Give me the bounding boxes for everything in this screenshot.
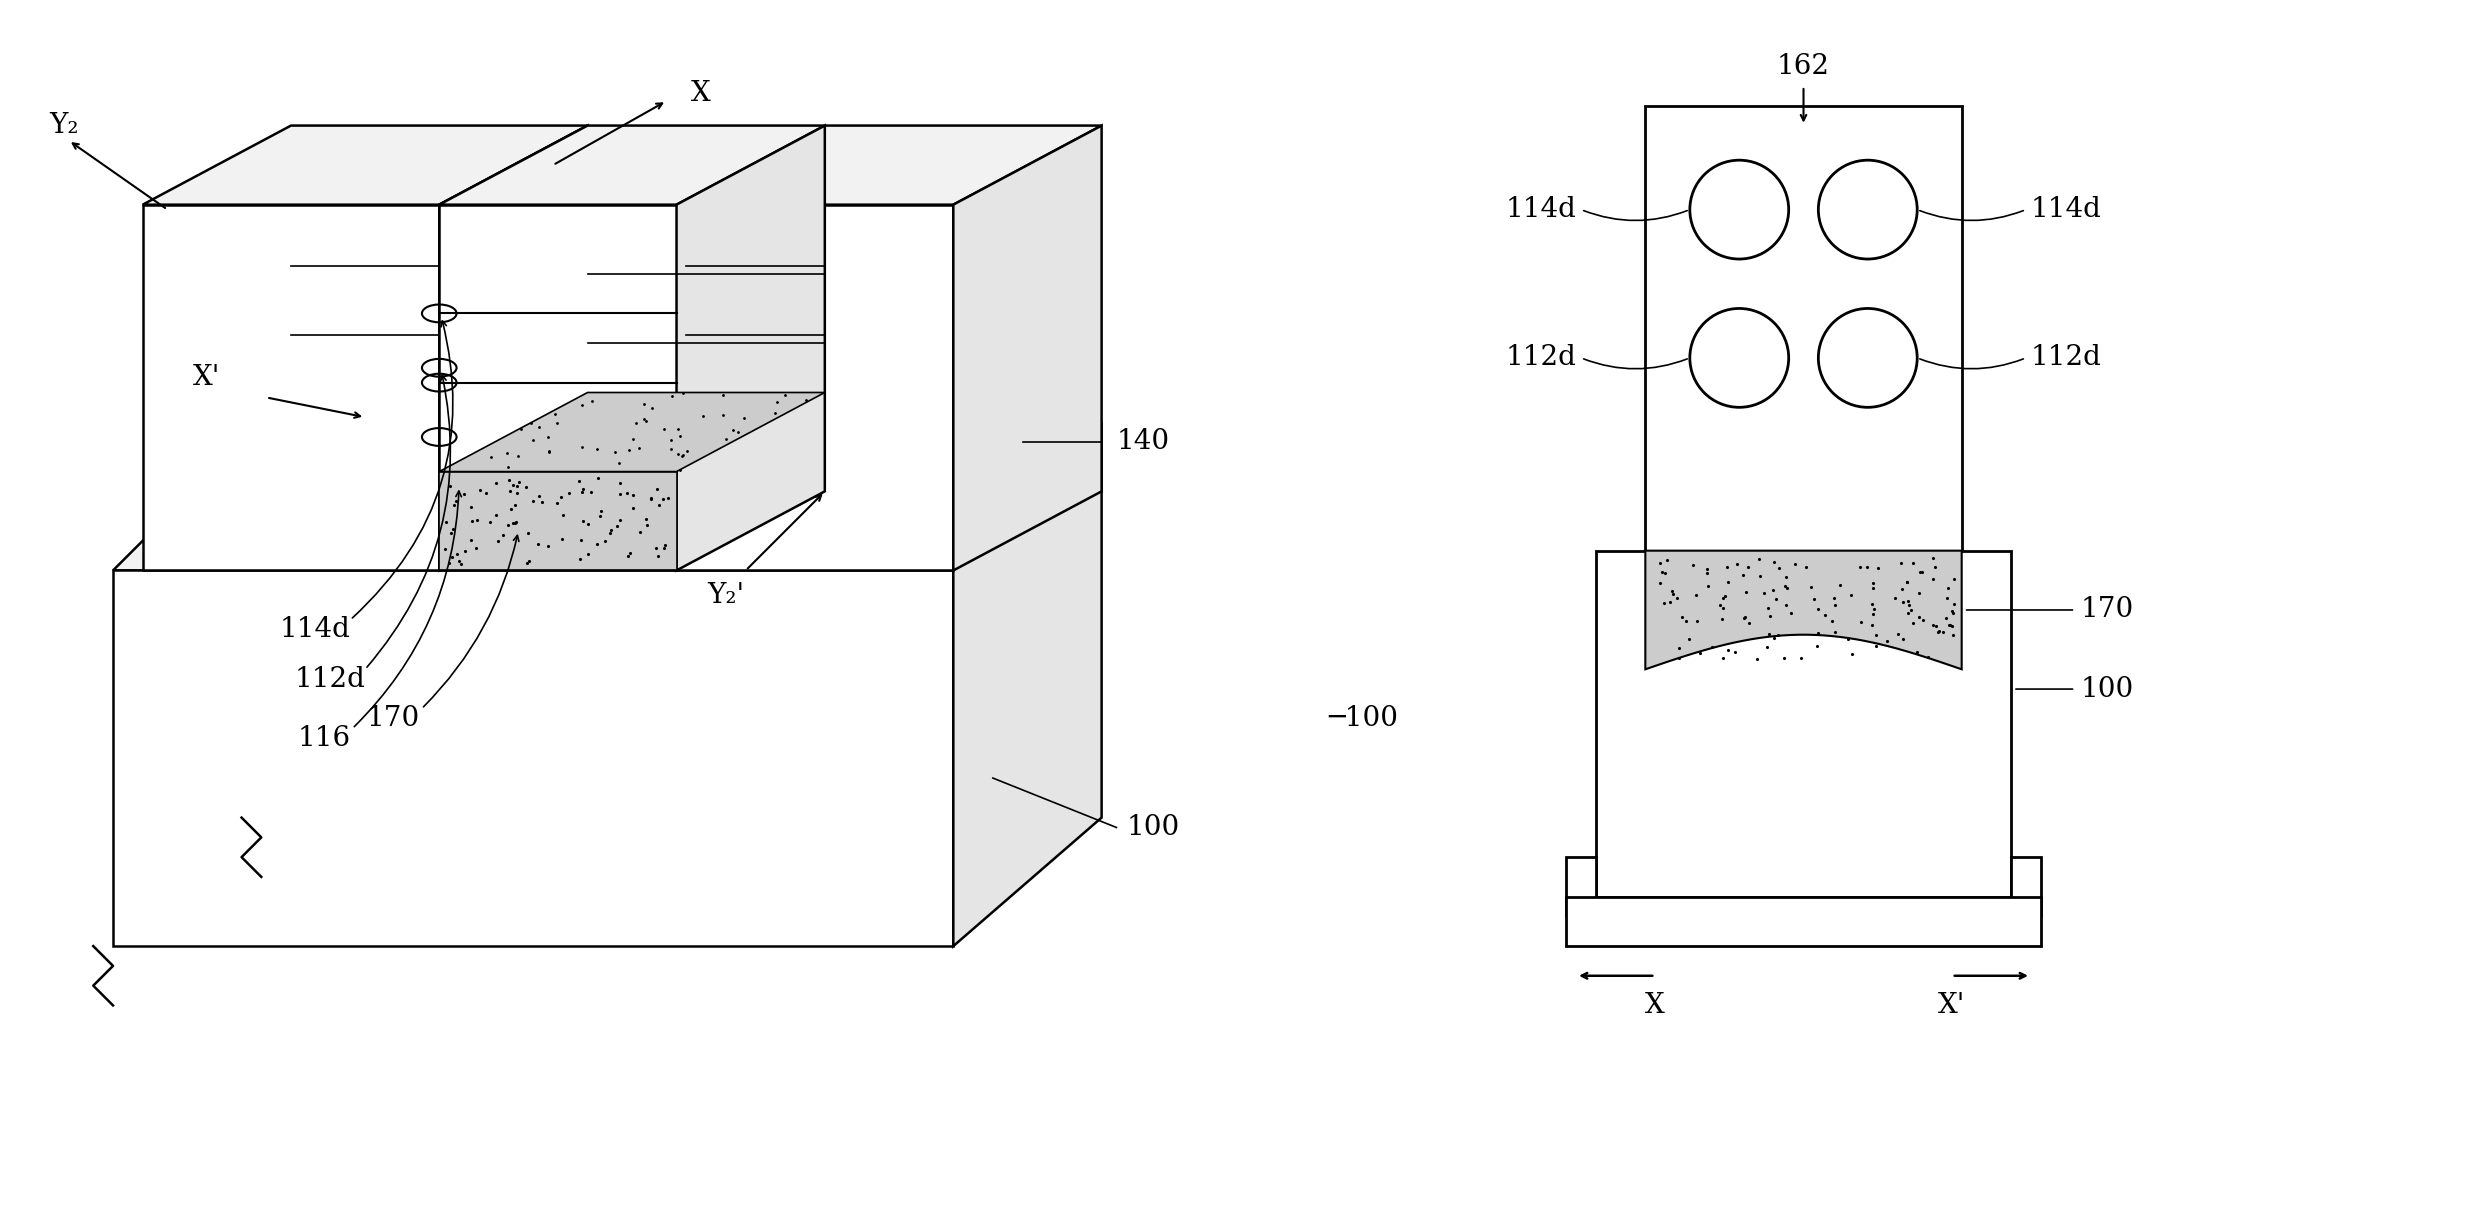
Polygon shape: [1567, 857, 1597, 916]
Text: 114d: 114d: [2031, 196, 2101, 223]
Text: 112d: 112d: [1505, 344, 1577, 371]
Polygon shape: [675, 204, 953, 571]
Text: X: X: [1646, 992, 1666, 1019]
Text: Y₂: Y₂: [50, 112, 79, 139]
Polygon shape: [439, 125, 588, 571]
Polygon shape: [114, 422, 1102, 571]
Text: 114d: 114d: [1505, 196, 1577, 223]
Polygon shape: [953, 125, 1102, 571]
Text: X': X': [194, 364, 221, 391]
Text: 112d: 112d: [2031, 344, 2101, 371]
Polygon shape: [675, 125, 1102, 204]
Polygon shape: [1567, 897, 2041, 946]
Text: 170: 170: [365, 705, 420, 733]
Text: 114d: 114d: [281, 616, 350, 644]
Polygon shape: [1646, 106, 1962, 550]
Text: Y₂': Y₂': [708, 582, 745, 608]
Text: 100: 100: [1127, 814, 1179, 841]
Polygon shape: [2011, 857, 2041, 916]
Text: 170: 170: [2081, 596, 2133, 623]
Polygon shape: [1646, 550, 1962, 669]
Polygon shape: [114, 571, 953, 946]
Polygon shape: [439, 393, 824, 471]
Polygon shape: [953, 422, 1102, 946]
Polygon shape: [439, 471, 675, 571]
Text: X': X': [1939, 992, 1967, 1019]
Polygon shape: [142, 125, 588, 204]
Text: 116: 116: [298, 725, 350, 752]
Text: 140: 140: [1117, 428, 1169, 455]
Text: 162: 162: [1778, 52, 1830, 80]
Text: X: X: [690, 80, 710, 107]
Text: 112d: 112d: [295, 666, 365, 692]
Text: 100: 100: [2081, 675, 2133, 702]
Polygon shape: [675, 125, 824, 571]
Polygon shape: [142, 204, 439, 571]
Polygon shape: [439, 204, 675, 571]
Polygon shape: [1597, 550, 2011, 897]
Text: ─100: ─100: [1328, 705, 1398, 733]
Polygon shape: [439, 125, 824, 204]
